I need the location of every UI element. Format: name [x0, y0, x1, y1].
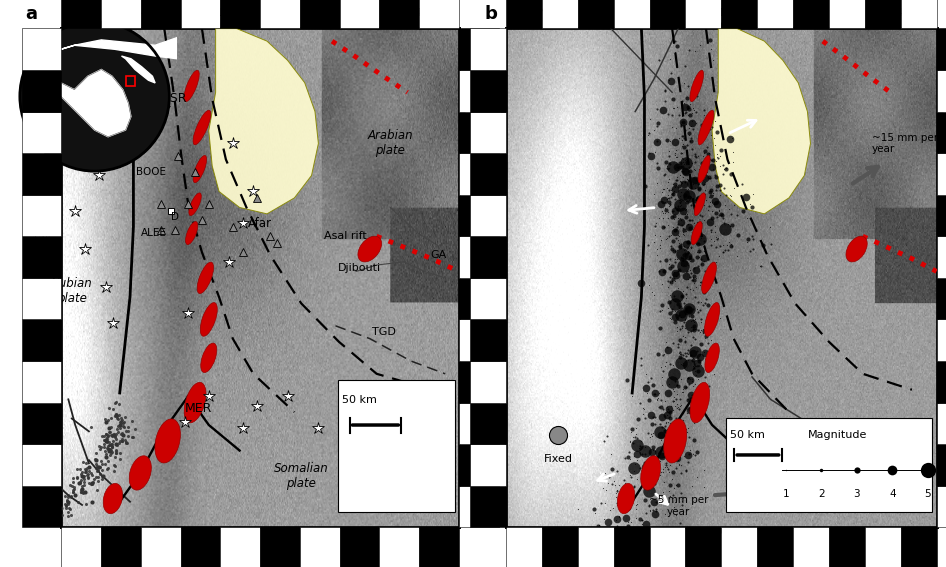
Bar [126, 76, 135, 86]
Text: Djibouti: Djibouti [338, 263, 381, 273]
Ellipse shape [705, 343, 719, 373]
Ellipse shape [185, 222, 198, 244]
Text: ~5 mm per
year: ~5 mm per year [649, 496, 708, 517]
Text: 0: 0 [407, 492, 413, 502]
Ellipse shape [690, 382, 710, 423]
Text: D: D [170, 212, 179, 222]
Ellipse shape [201, 303, 218, 336]
Text: Somalian
plate: Somalian plate [274, 462, 328, 490]
Ellipse shape [358, 236, 381, 262]
Polygon shape [121, 56, 155, 83]
Text: 3: 3 [853, 489, 860, 500]
Text: Afar: Afar [248, 217, 272, 230]
Ellipse shape [694, 193, 706, 215]
Text: 50 km: 50 km [730, 430, 764, 440]
Polygon shape [61, 29, 263, 63]
Ellipse shape [846, 236, 867, 262]
Text: 50 km: 50 km [342, 395, 377, 405]
Polygon shape [712, 28, 811, 214]
Text: 5: 5 [924, 489, 931, 500]
FancyBboxPatch shape [726, 417, 932, 513]
Ellipse shape [184, 382, 206, 423]
Ellipse shape [193, 110, 211, 145]
FancyBboxPatch shape [338, 380, 455, 513]
Ellipse shape [130, 456, 151, 490]
Text: Elev.: Elev. [358, 500, 381, 510]
Ellipse shape [692, 222, 702, 244]
Text: a: a [26, 5, 38, 23]
Ellipse shape [690, 70, 704, 101]
Polygon shape [209, 28, 319, 214]
Ellipse shape [155, 419, 181, 463]
Text: km: km [407, 463, 422, 472]
Text: MER: MER [184, 403, 212, 416]
Text: 1: 1 [782, 489, 789, 500]
Text: Asal rift: Asal rift [324, 231, 367, 241]
Text: Magnitude: Magnitude [808, 430, 867, 440]
Text: 5: 5 [407, 433, 413, 442]
Text: Nubian
plate: Nubian plate [51, 277, 93, 304]
Text: GA: GA [430, 251, 447, 260]
Text: Fixed: Fixed [544, 454, 573, 464]
Circle shape [20, 22, 169, 171]
Ellipse shape [201, 343, 217, 373]
Text: ~15 mm per
year: ~15 mm per year [872, 133, 938, 154]
Ellipse shape [640, 456, 660, 490]
Text: RSR: RSR [162, 92, 187, 105]
Ellipse shape [193, 155, 206, 183]
Ellipse shape [664, 419, 687, 463]
Ellipse shape [698, 110, 714, 145]
Ellipse shape [184, 70, 200, 101]
Ellipse shape [618, 484, 635, 514]
Polygon shape [51, 70, 131, 137]
Ellipse shape [702, 262, 716, 294]
Ellipse shape [705, 303, 720, 336]
Ellipse shape [197, 262, 214, 294]
Text: BOOE: BOOE [135, 167, 166, 177]
Text: 2: 2 [818, 489, 825, 500]
Ellipse shape [103, 484, 123, 514]
Text: b: b [484, 5, 498, 23]
Text: Arabian
plate: Arabian plate [367, 129, 413, 158]
Text: 4: 4 [889, 489, 896, 500]
Ellipse shape [189, 193, 201, 215]
Text: ALEE: ALEE [141, 228, 166, 238]
Text: TGD: TGD [372, 327, 395, 337]
Ellipse shape [698, 155, 710, 183]
